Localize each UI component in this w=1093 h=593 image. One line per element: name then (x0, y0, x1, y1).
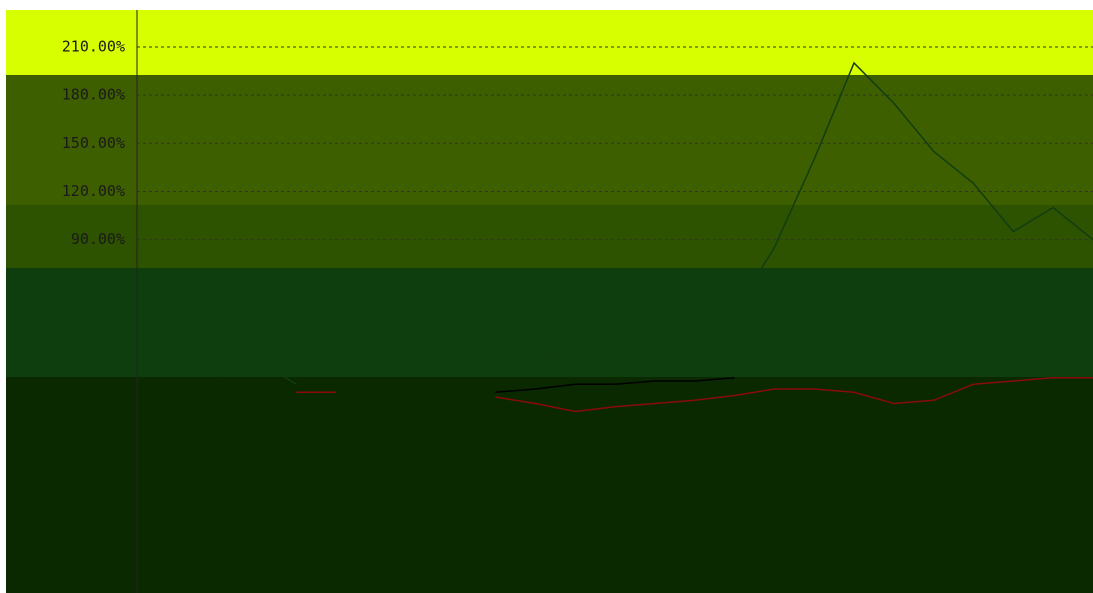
line (495, 377, 735, 393)
band (6, 75, 1093, 205)
line (216, 61, 1093, 385)
band (6, 377, 1093, 593)
band (6, 205, 1093, 268)
y-tick-label: 90.00% (71, 230, 125, 248)
y-tick-label: 180.00% (62, 86, 125, 104)
band (6, 10, 1093, 75)
y-tick-label: 120.00% (62, 182, 125, 200)
line (296, 377, 1093, 413)
y-tick-label: 150.00% (62, 134, 125, 152)
y-tick-label: 210.00% (62, 37, 125, 55)
band (6, 268, 1093, 377)
